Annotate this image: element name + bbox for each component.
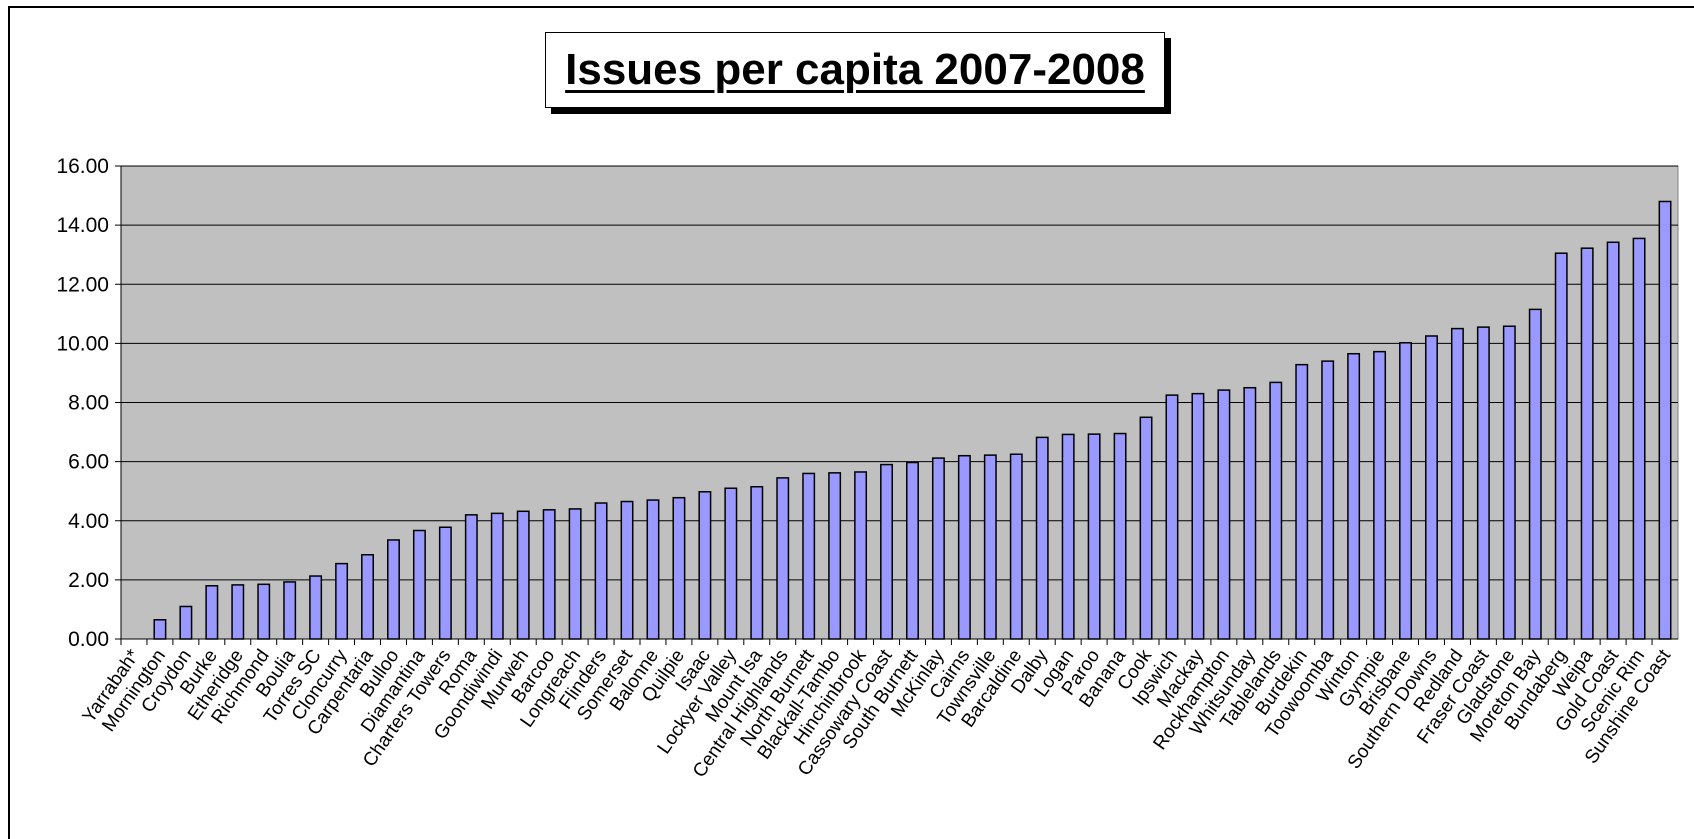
bar-central-highlands [776, 477, 790, 640]
bar-croydon [179, 605, 193, 640]
bar-hinchinbrook [854, 471, 868, 640]
bar-barcaldine [1009, 453, 1023, 640]
bar-diamantina [412, 529, 426, 640]
bar-murweh [516, 510, 530, 640]
chart-frame [8, 6, 1694, 839]
chart-title: Issues per capita 2007-2008 [565, 45, 1145, 94]
bar-scenic-rim [1632, 237, 1646, 640]
bar-balonne [646, 499, 660, 640]
bar-north-burnett [802, 472, 816, 640]
y-tick-label: 2.00 [68, 569, 109, 592]
bar-mackay [1191, 392, 1205, 640]
bar-cairns [957, 454, 971, 640]
bar-isaac [698, 491, 712, 640]
y-tick-label: 4.00 [68, 510, 109, 533]
bar-bulloo [387, 539, 400, 640]
bar-moreton-bay [1528, 308, 1542, 640]
bar-south-burnett [906, 461, 919, 640]
bar-burke [205, 585, 219, 640]
bar-lockyer-valley [724, 487, 738, 640]
bar-rockhampton [1217, 389, 1231, 640]
bar-goondiwindi [490, 512, 504, 640]
bar-barcoo [542, 509, 556, 640]
bar-cloncurry [335, 562, 349, 640]
bar-brisbane [1399, 342, 1412, 640]
bar-townsville [983, 454, 997, 640]
bar-southern-downs [1425, 335, 1438, 640]
bar-bundaberg [1554, 252, 1568, 640]
bar-mornington [153, 619, 167, 640]
x-axis-labels: Yarrabah*MorningtonCroydonBurkeEtheridge… [79, 639, 1676, 782]
bar-richmond [257, 583, 271, 640]
gridlines [121, 165, 1678, 581]
bar-weipa [1580, 247, 1594, 640]
bar-gladstone [1502, 325, 1516, 640]
bar-banana [1113, 432, 1127, 640]
bar-toowoomba [1321, 360, 1335, 640]
y-tick-label: 0.00 [68, 628, 109, 651]
bar-blackall-tambo [828, 472, 842, 640]
bar-somerset [620, 500, 634, 640]
bar-cassowary-coast [880, 463, 893, 640]
bar-fraser-coast [1476, 326, 1490, 640]
chart-title-box: Issues per capita 2007-2008 [545, 32, 1165, 108]
bar-burdekin [1295, 363, 1309, 640]
bar-cook [1139, 416, 1153, 640]
bar-etheridge [231, 584, 245, 640]
bar-longreach [568, 508, 582, 640]
y-tick-label: 8.00 [68, 392, 109, 415]
bar-quilpie [672, 496, 686, 640]
bar-paroo [1087, 433, 1101, 640]
bar-winton [1347, 352, 1361, 640]
bar-mckinlay [931, 457, 945, 640]
bar-mount-isa [750, 486, 764, 640]
bar-torres-sc [309, 575, 323, 640]
bar-ipswich [1165, 394, 1179, 640]
bar-redland [1450, 327, 1464, 640]
bar-carpentaria [361, 553, 374, 640]
bar-boulia [283, 581, 297, 640]
bar-whitsunday [1243, 386, 1257, 640]
y-tick-label: 16.00 [56, 155, 109, 178]
bar-roma [464, 514, 478, 640]
bar-charters-towers [438, 526, 452, 640]
bar-logan [1061, 433, 1075, 640]
y-axis-ticks: 0.00 2.00 4.00 6.00 8.00 10.00 12.00 14.00 16.00 [56, 155, 121, 651]
y-tick-label: 12.00 [56, 273, 109, 296]
y-tick-label: 10.00 [56, 332, 109, 355]
y-tick-label: 14.00 [56, 214, 109, 237]
bar-dalby [1035, 436, 1049, 640]
bar-sunshine-coast [1658, 200, 1672, 640]
bar-tablelands [1269, 381, 1283, 640]
y-tick-label: 6.00 [68, 451, 109, 474]
bar-gympie [1373, 350, 1387, 640]
bar-gold-coast [1606, 241, 1620, 640]
bar-flinders [594, 502, 608, 640]
